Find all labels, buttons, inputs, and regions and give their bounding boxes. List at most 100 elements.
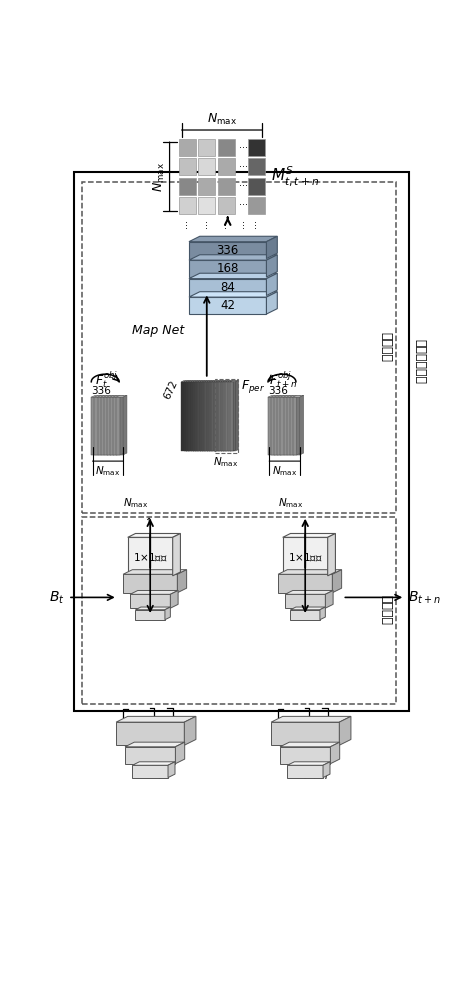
Text: 42: 42 (220, 299, 235, 312)
Polygon shape (293, 395, 304, 397)
Bar (271, 397, 278, 455)
Polygon shape (197, 380, 206, 382)
Text: 336: 336 (91, 386, 111, 396)
Bar (130, 594, 170, 608)
Bar (277, 397, 284, 455)
Polygon shape (266, 273, 277, 296)
Polygon shape (278, 570, 342, 574)
Polygon shape (217, 380, 220, 451)
Text: ···: ··· (239, 162, 248, 172)
Bar (290, 610, 320, 620)
Polygon shape (189, 255, 277, 260)
Polygon shape (209, 380, 218, 382)
Polygon shape (274, 395, 285, 397)
Text: $N_{\mathrm{max}}$: $N_{\mathrm{max}}$ (123, 496, 148, 510)
Bar (248, 139, 265, 156)
Text: $1{\times}1$卷积: $1{\times}1$卷积 (133, 551, 167, 563)
Bar (278, 574, 332, 593)
Text: 卷积关联网络: 卷积关联网络 (414, 339, 427, 384)
Bar (82, 517, 396, 704)
Polygon shape (221, 380, 225, 451)
Text: 特征降维: 特征降维 (380, 595, 393, 625)
Text: ···: ··· (251, 219, 261, 228)
Text: $F_{t+n}$: $F_{t+n}$ (294, 764, 329, 782)
Text: 特征排列: 特征排列 (380, 332, 393, 362)
Bar (248, 178, 265, 195)
Polygon shape (287, 395, 298, 397)
Text: $1{\times}1$卷积: $1{\times}1$卷积 (288, 551, 322, 563)
Polygon shape (189, 380, 192, 451)
Bar (116, 722, 184, 745)
Bar (202, 382, 208, 451)
Polygon shape (117, 395, 121, 455)
Bar (226, 382, 231, 451)
Polygon shape (196, 380, 199, 451)
Polygon shape (277, 395, 288, 397)
Bar (274, 397, 281, 455)
Bar (230, 382, 235, 451)
Text: $B_{t+n}$: $B_{t+n}$ (408, 589, 441, 606)
Polygon shape (266, 292, 277, 314)
Polygon shape (214, 380, 222, 382)
Polygon shape (195, 380, 204, 382)
Bar (123, 574, 177, 593)
Polygon shape (177, 570, 187, 593)
Bar (268, 397, 275, 455)
Polygon shape (116, 716, 196, 722)
Text: ···: ··· (239, 143, 248, 153)
Bar (195, 382, 201, 451)
Polygon shape (290, 395, 300, 397)
Bar (133, 765, 168, 778)
Bar (179, 139, 196, 156)
Bar (125, 747, 175, 764)
Polygon shape (226, 380, 234, 382)
Polygon shape (280, 742, 340, 747)
Bar (179, 197, 196, 214)
Polygon shape (191, 380, 195, 451)
Polygon shape (202, 380, 211, 382)
Polygon shape (284, 395, 288, 455)
Bar (82, 182, 396, 513)
Polygon shape (208, 380, 211, 451)
Polygon shape (130, 590, 178, 594)
Polygon shape (210, 380, 213, 451)
Text: 84: 84 (220, 281, 235, 294)
Polygon shape (190, 380, 199, 382)
Bar (216, 382, 221, 451)
Polygon shape (94, 395, 105, 397)
Bar (189, 279, 266, 296)
Bar (285, 594, 325, 608)
Text: $N_{\mathrm{max}}$: $N_{\mathrm{max}}$ (95, 464, 121, 478)
Bar (207, 382, 212, 451)
Text: $N_{\mathrm{max}}$: $N_{\mathrm{max}}$ (152, 162, 167, 192)
Polygon shape (170, 590, 178, 608)
Text: $N_{\mathrm{max}}$: $N_{\mathrm{max}}$ (272, 464, 298, 478)
Bar (227, 382, 233, 451)
Polygon shape (189, 292, 277, 297)
Polygon shape (330, 742, 340, 764)
Polygon shape (104, 395, 109, 455)
Bar (248, 158, 265, 175)
Text: $F_t$: $F_t$ (149, 764, 164, 782)
Polygon shape (226, 380, 229, 451)
Text: ···: ··· (221, 219, 231, 228)
Bar (183, 382, 189, 451)
Bar (97, 397, 104, 455)
Polygon shape (187, 380, 190, 451)
Bar (193, 382, 198, 451)
Bar (198, 197, 215, 214)
Bar (189, 297, 266, 314)
Polygon shape (107, 395, 118, 397)
Polygon shape (91, 395, 102, 397)
Text: $F_t^{obj}$: $F_t^{obj}$ (95, 369, 118, 389)
Polygon shape (228, 380, 232, 451)
Bar (212, 382, 217, 451)
Polygon shape (219, 380, 227, 382)
Text: $B_t$: $B_t$ (49, 589, 65, 606)
Bar (198, 158, 215, 175)
Bar (116, 397, 123, 455)
Bar (128, 537, 172, 576)
Text: ···: ··· (239, 200, 248, 210)
Text: ···: ··· (182, 219, 192, 228)
Polygon shape (181, 380, 190, 382)
